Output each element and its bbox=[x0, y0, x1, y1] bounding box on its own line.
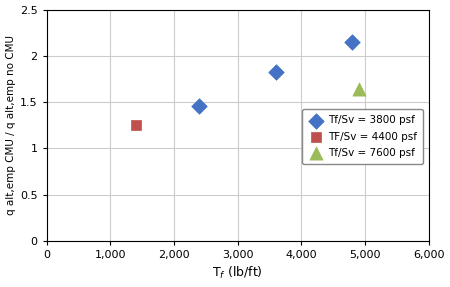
Tf/Sv = 7600 psf bbox=[355, 87, 362, 91]
Legend: Tf/Sv = 3800 psf, TF/Sv = 4400 psf, Tf/Sv = 7600 psf: Tf/Sv = 3800 psf, TF/Sv = 4400 psf, Tf/S… bbox=[302, 109, 423, 164]
TF/Sv = 4400 psf bbox=[132, 123, 140, 127]
Tf/Sv = 3800 psf bbox=[349, 40, 356, 44]
Tf/Sv = 3800 psf bbox=[272, 70, 279, 75]
X-axis label: T$_f$ (lb/ft): T$_f$ (lb/ft) bbox=[212, 265, 263, 282]
Tf/Sv = 3800 psf bbox=[196, 103, 203, 108]
Y-axis label: q alt,emp CMU / q alt,emp no CMU: q alt,emp CMU / q alt,emp no CMU bbox=[5, 35, 16, 215]
